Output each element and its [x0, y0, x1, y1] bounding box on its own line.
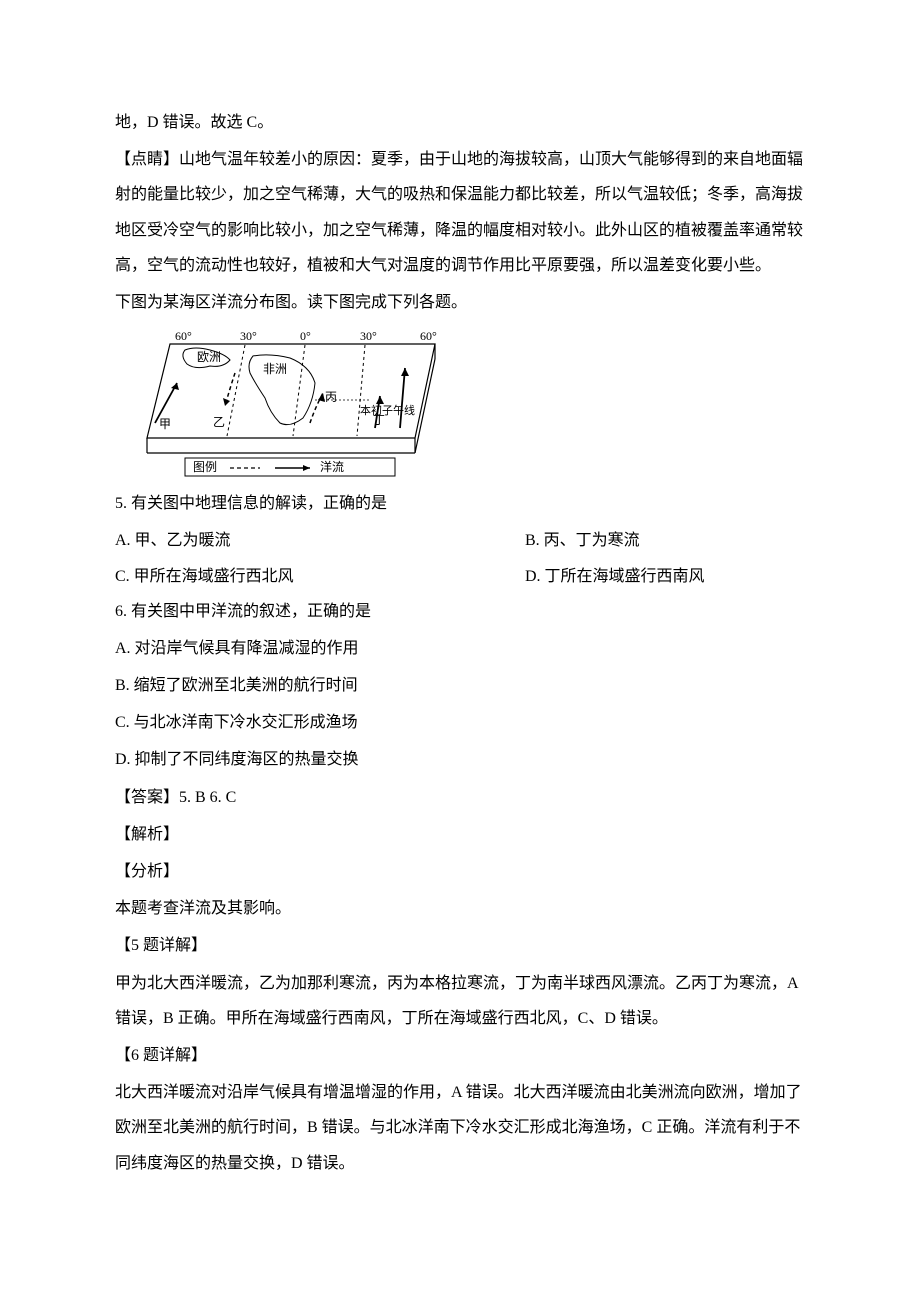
- point-tip: 【点睛】山地气温年较差小的原因：夏季，由于山地的海拔较高，山顶大气能够得到的来自…: [115, 142, 805, 283]
- q6-optD: D. 抑制了不同纬度海区的热量交换: [115, 742, 805, 777]
- q5-optD: D. 丁所在海域盛行西南风: [525, 559, 705, 594]
- jiexi-heading: 【解析】: [115, 817, 805, 852]
- q6-detail-text: 北大西洋暖流对沿岸气候具有增温增湿的作用，A 错误。北大西洋暖流由北美洲流向欧洲…: [115, 1075, 805, 1181]
- prime-meridian-label: 本初子午线: [360, 403, 415, 417]
- lon-0: 0°: [300, 329, 311, 343]
- q5-stem: 5. 有关图中地理信息的解读，正确的是: [115, 486, 805, 521]
- map-intro: 下图为某海区洋流分布图。读下图完成下列各题。: [115, 285, 805, 320]
- q5-optA: A. 甲、乙为暖流: [115, 523, 475, 558]
- jia-label: 甲: [159, 417, 171, 431]
- ocean-current-map: 60° 30° 0° 30° 60° 欧洲 非洲 甲 乙 丙: [135, 328, 450, 478]
- q5-detail-heading: 【5 题详解】: [115, 928, 805, 963]
- q6-optC: C. 与北冰洋南下冷水交汇形成渔场: [115, 705, 805, 740]
- africa-label: 非洲: [263, 362, 287, 376]
- legend-current: 洋流: [320, 459, 344, 474]
- q5-detail-text: 甲为北大西洋暖流，乙为加那利寒流，丙为本格拉寒流，丁为南半球西风漂流。乙丙丁为寒…: [115, 966, 805, 1036]
- map-svg: 60° 30° 0° 30° 60° 欧洲 非洲 甲 乙 丙: [135, 328, 450, 478]
- legend-label: 图例: [193, 460, 217, 474]
- fenxi-text: 本题考查洋流及其影响。: [115, 891, 805, 926]
- q5-optB: B. 丙、丁为寒流: [525, 523, 640, 558]
- q6-optB: B. 缩短了欧洲至北美洲的航行时间: [115, 668, 805, 703]
- answers: 【答案】5. B 6. C: [115, 780, 805, 815]
- q5-optC: C. 甲所在海域盛行西北风: [115, 559, 475, 594]
- prev-answer-tail: 地，D 错误。故选 C。: [115, 105, 805, 140]
- lon-30e: 30°: [360, 329, 377, 343]
- yi-label: 乙: [213, 415, 225, 429]
- lon-60w: 60°: [175, 329, 192, 343]
- bing-label: 丙: [325, 390, 337, 404]
- q6-stem: 6. 有关图中甲洋流的叙述，正确的是: [115, 594, 805, 629]
- q6-optA: A. 对沿岸气候具有降温减湿的作用: [115, 631, 805, 666]
- fenxi-heading: 【分析】: [115, 854, 805, 889]
- lon-60e: 60°: [420, 329, 437, 343]
- q6-detail-heading: 【6 题详解】: [115, 1038, 805, 1073]
- europe-label: 欧洲: [197, 350, 221, 364]
- lon-30w: 30°: [240, 329, 257, 343]
